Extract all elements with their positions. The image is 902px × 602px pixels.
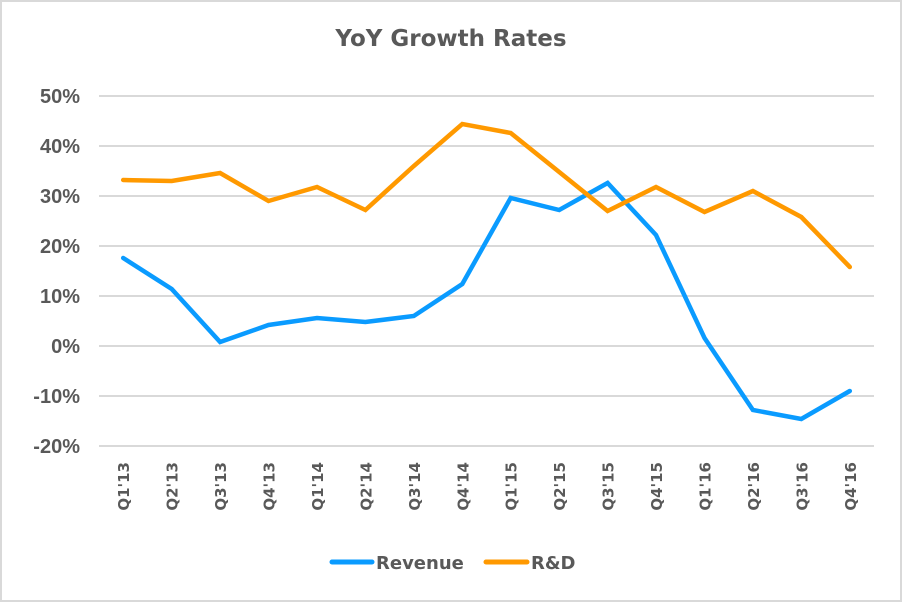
y-tick-label: 50% — [40, 86, 80, 108]
chart-title: YoY Growth Rates — [335, 26, 567, 52]
y-axis-ticks: -20% -10% 0% 10% 20% 30% 40% 50% — [33, 86, 80, 458]
x-tick-label: Q3'16 — [793, 462, 811, 511]
x-axis-ticks: Q1'13 Q2'13 Q3'13 Q4'13 Q1'14 Q2'14 Q3'14 Q4'14… — [115, 462, 860, 511]
x-tick-label: Q4'15 — [648, 462, 666, 511]
y-tick-label: 20% — [40, 236, 80, 258]
x-tick-label: Q2'13 — [164, 462, 182, 511]
x-tick-label: Q3'14 — [406, 462, 424, 511]
x-tick-label: Q1'15 — [503, 462, 521, 511]
x-tick-label: Q1'14 — [309, 462, 327, 511]
y-tick-label: 40% — [40, 136, 80, 158]
legend-label-rd: R&D — [531, 553, 576, 574]
x-tick-label: Q3'15 — [600, 462, 618, 511]
gridlines — [99, 95, 874, 447]
x-tick-label: Q4'13 — [261, 462, 279, 511]
x-tick-label: Q2'16 — [745, 462, 763, 511]
legend: Revenue R&D — [329, 553, 576, 574]
x-tick-label: Q2'14 — [357, 462, 375, 511]
x-tick-label: Q2'15 — [551, 462, 569, 511]
y-tick-label: 10% — [40, 286, 80, 308]
series-line-revenue — [120, 180, 853, 422]
series-line-r-d — [120, 121, 853, 270]
y-tick-label: -20% — [33, 436, 80, 458]
x-tick-label: Q4'14 — [454, 462, 472, 511]
y-tick-label: 30% — [40, 186, 80, 208]
x-tick-label: Q4'16 — [842, 462, 860, 511]
y-tick-label: 0% — [51, 336, 80, 358]
legend-label-revenue: Revenue — [376, 553, 464, 574]
series-lines — [120, 121, 853, 422]
x-tick-label: Q3'13 — [212, 462, 230, 511]
y-tick-label: -10% — [33, 386, 80, 408]
x-tick-label: Q1'16 — [696, 462, 714, 511]
x-tick-label: Q1'13 — [115, 462, 133, 511]
